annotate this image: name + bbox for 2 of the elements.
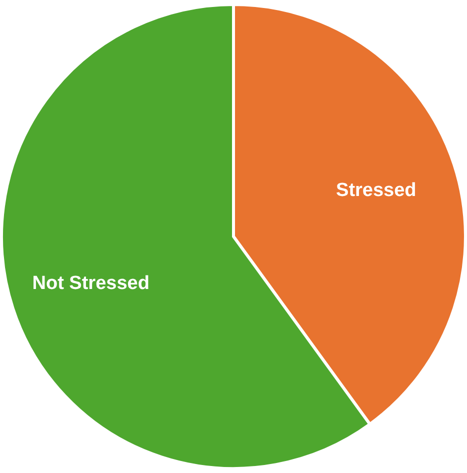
- slice-label: Not Stressed: [32, 272, 150, 294]
- slice-label: Stressed: [336, 180, 416, 202]
